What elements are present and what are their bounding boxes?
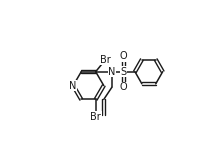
Text: N: N: [70, 81, 77, 91]
Text: O: O: [120, 82, 127, 92]
Text: Br: Br: [90, 112, 101, 122]
Text: S: S: [120, 67, 126, 77]
Text: O: O: [120, 51, 127, 61]
Text: N: N: [108, 67, 116, 77]
Text: Br: Br: [100, 55, 111, 65]
